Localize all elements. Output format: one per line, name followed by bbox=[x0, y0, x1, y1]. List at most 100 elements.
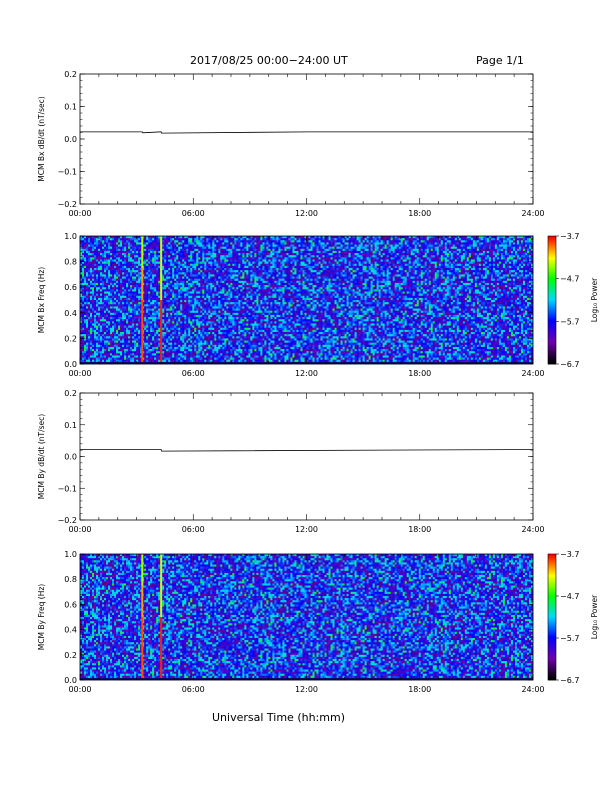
heatmap-cell bbox=[172, 272, 174, 274]
heatmap-cell bbox=[132, 247, 134, 249]
heatmap-cell bbox=[106, 279, 108, 281]
heatmap-cell bbox=[158, 291, 160, 293]
heatmap-cell bbox=[84, 328, 86, 330]
heatmap-cell bbox=[158, 349, 160, 351]
heatmap-cell bbox=[132, 255, 134, 257]
heatmap-cell bbox=[172, 343, 174, 345]
heatmap-cell bbox=[120, 347, 122, 349]
heatmap-cell bbox=[82, 360, 84, 362]
heatmap-cell bbox=[170, 283, 172, 285]
heatmap-cell bbox=[204, 319, 206, 321]
heatmap-cell bbox=[196, 343, 198, 345]
heatmap-cell bbox=[82, 298, 84, 300]
heatmap-cell bbox=[176, 319, 178, 321]
heatmap-cell bbox=[120, 251, 122, 253]
heatmap-cell bbox=[208, 289, 210, 291]
heatmap-cell bbox=[230, 247, 232, 249]
heatmap-cell bbox=[100, 283, 102, 285]
heatmap-cell bbox=[222, 313, 224, 315]
heatmap-cell bbox=[148, 347, 150, 349]
heatmap-cell bbox=[104, 351, 106, 353]
heatmap-cell bbox=[134, 351, 136, 353]
heatmap-cell bbox=[94, 326, 96, 328]
heatmap-cell bbox=[240, 289, 242, 291]
heatmap-cell bbox=[170, 245, 172, 247]
heatmap-cell bbox=[242, 277, 244, 279]
heatmap-cell bbox=[174, 268, 176, 270]
heatmap-cell bbox=[86, 270, 88, 272]
heatmap-cell bbox=[210, 285, 212, 287]
heatmap-cell bbox=[242, 274, 244, 276]
heatmap-cell bbox=[154, 262, 156, 264]
heatmap-cell bbox=[110, 311, 112, 313]
heatmap-cell bbox=[182, 306, 184, 308]
heatmap-cell bbox=[90, 347, 92, 349]
heatmap-cell bbox=[190, 247, 192, 249]
heatmap-cell bbox=[132, 268, 134, 270]
heatmap-cell bbox=[116, 294, 118, 296]
heatmap-cell bbox=[96, 238, 98, 240]
heatmap-cell bbox=[104, 334, 106, 336]
heatmap-cell bbox=[232, 240, 234, 242]
heatmap-cell bbox=[232, 279, 234, 281]
heatmap-cell bbox=[198, 262, 200, 264]
heatmap-cell bbox=[116, 259, 118, 261]
heatmap-cell bbox=[214, 321, 216, 323]
heatmap-cell bbox=[130, 309, 132, 311]
heatmap-cell bbox=[164, 341, 166, 343]
heatmap-cell bbox=[202, 341, 204, 343]
heatmap-cell bbox=[100, 298, 102, 300]
heatmap-cell bbox=[232, 360, 234, 362]
heatmap-cell bbox=[192, 319, 194, 321]
heatmap-cell bbox=[234, 334, 236, 336]
heatmap-cell bbox=[158, 298, 160, 300]
heatmap-cell bbox=[206, 255, 208, 257]
heatmap-cell bbox=[204, 253, 206, 255]
heatmap-cell bbox=[104, 247, 106, 249]
heatmap-cell bbox=[238, 296, 240, 298]
heatmap-cell bbox=[110, 285, 112, 287]
heatmap-cell bbox=[218, 255, 220, 257]
heatmap-cell bbox=[238, 358, 240, 360]
heatmap-cell bbox=[184, 317, 186, 319]
heatmap-cell bbox=[152, 338, 154, 340]
heatmap-cell bbox=[190, 328, 192, 330]
heatmap-cell bbox=[208, 264, 210, 266]
heatmap-cell bbox=[236, 332, 238, 334]
heatmap-cell bbox=[96, 249, 98, 251]
heatmap-cell bbox=[168, 321, 170, 323]
heatmap-cell bbox=[220, 330, 222, 332]
heatmap-cell bbox=[134, 287, 136, 289]
heatmap-cell bbox=[230, 355, 232, 357]
heatmap-cell bbox=[202, 259, 204, 261]
heatmap-cell bbox=[182, 319, 184, 321]
heatmap-cell bbox=[86, 341, 88, 343]
heatmap-cell bbox=[202, 242, 204, 244]
heatmap-cell bbox=[190, 255, 192, 257]
heatmap-cell bbox=[232, 349, 234, 351]
heatmap-cell bbox=[232, 242, 234, 244]
heatmap-cell bbox=[130, 304, 132, 306]
heatmap-cell bbox=[104, 311, 106, 313]
heatmap-cell bbox=[226, 336, 228, 338]
heatmap-cell bbox=[124, 264, 126, 266]
heatmap-cell bbox=[230, 257, 232, 259]
heatmap-cell bbox=[138, 300, 140, 302]
heatmap-cell bbox=[152, 343, 154, 345]
heatmap-cell bbox=[176, 353, 178, 355]
heatmap-cell bbox=[90, 351, 92, 353]
heatmap-cell bbox=[222, 251, 224, 253]
heatmap-cell bbox=[172, 338, 174, 340]
heatmap-cell bbox=[212, 349, 214, 351]
heatmap-cell bbox=[134, 247, 136, 249]
heatmap-cell bbox=[238, 270, 240, 272]
heatmap-cell bbox=[184, 358, 186, 360]
heatmap-cell bbox=[228, 249, 230, 251]
heatmap-cell bbox=[236, 319, 238, 321]
heatmap-cell bbox=[164, 349, 166, 351]
heatmap-cell bbox=[118, 334, 120, 336]
heatmap-cell bbox=[168, 332, 170, 334]
heatmap-cell bbox=[92, 253, 94, 255]
heatmap-cell bbox=[106, 247, 108, 249]
heatmap-cell bbox=[120, 317, 122, 319]
